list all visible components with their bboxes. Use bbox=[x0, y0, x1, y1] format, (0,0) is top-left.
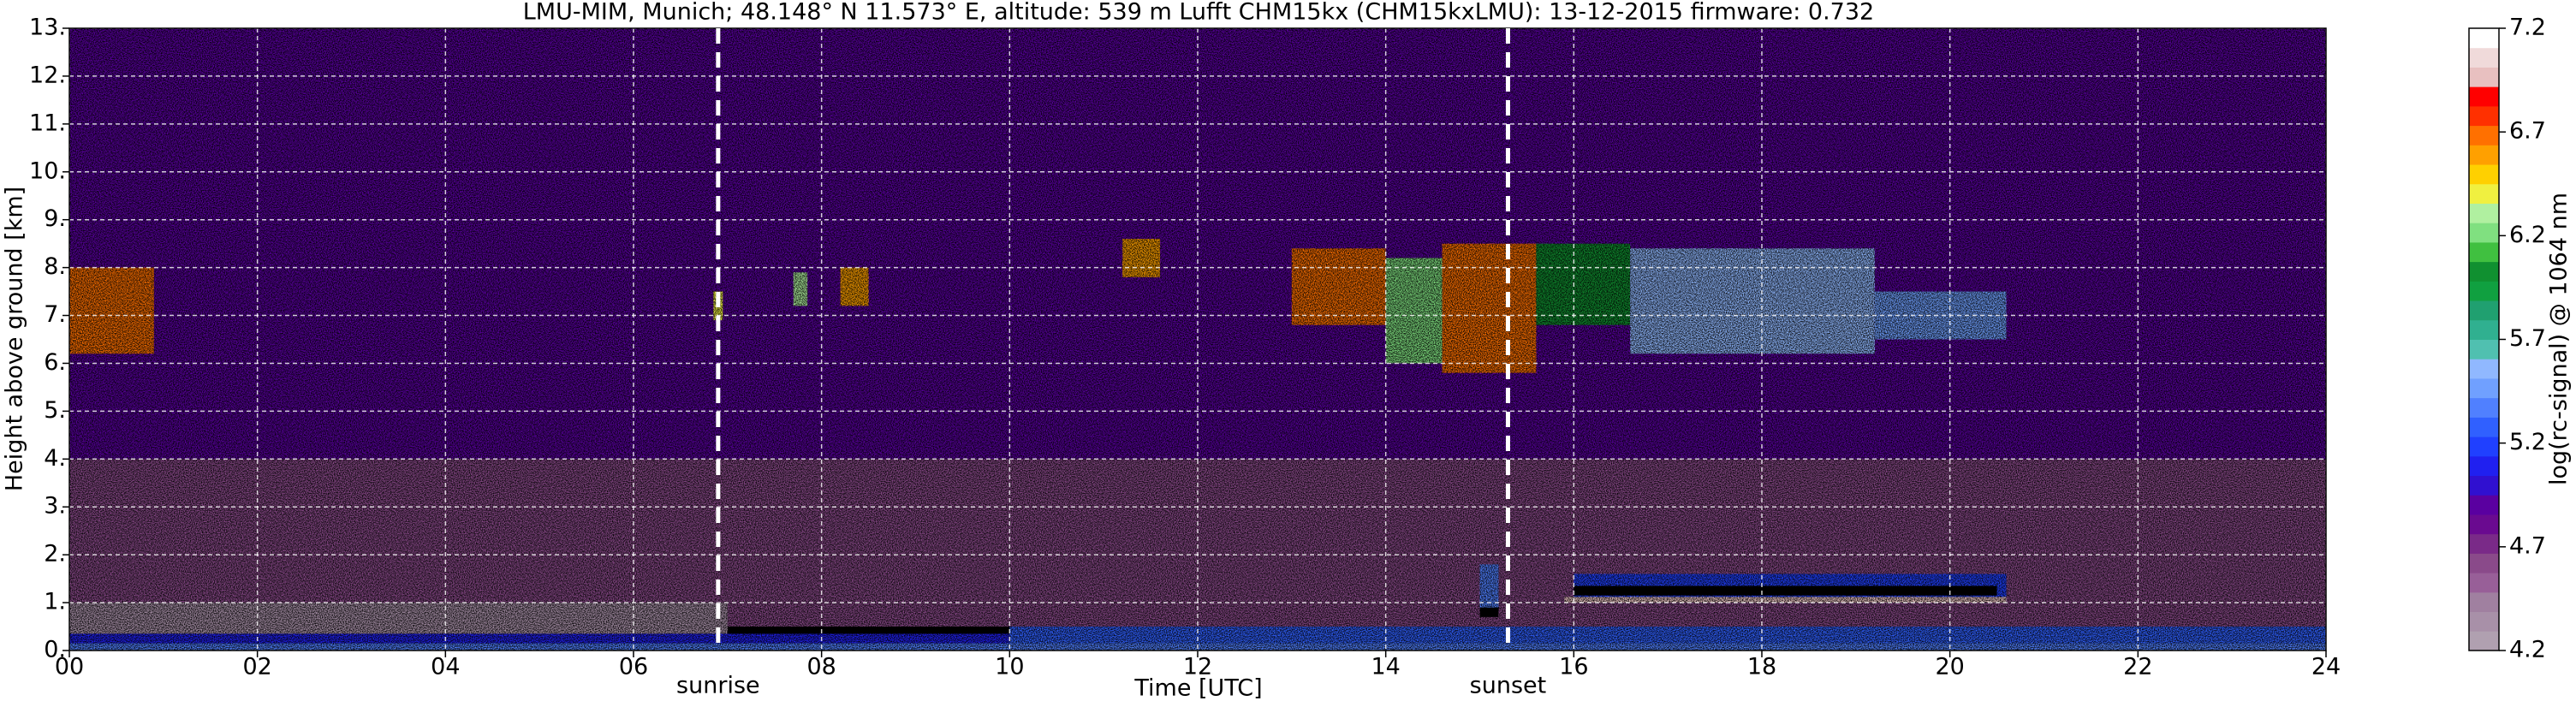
y-tick-label: 5. bbox=[44, 397, 66, 424]
signal-cell bbox=[1122, 239, 1161, 277]
x-tick-label: 24 bbox=[2311, 654, 2341, 680]
y-tick-label: 2. bbox=[44, 541, 66, 567]
y-tick-label: 11. bbox=[29, 110, 66, 136]
colorbar-tick-label: 4.7 bbox=[2509, 532, 2546, 559]
y-tick-label: 0. bbox=[44, 637, 66, 663]
cloud-base bbox=[1479, 607, 1499, 617]
y-tick-label: 8. bbox=[44, 253, 66, 280]
colorbar-segment bbox=[2469, 495, 2499, 515]
colorbar-segment bbox=[2469, 203, 2499, 223]
y-tick-label: 10. bbox=[29, 157, 66, 184]
y-tick-label: 4. bbox=[44, 445, 66, 472]
x-tick-label: 00 bbox=[55, 654, 84, 680]
plot-frame bbox=[68, 27, 2327, 651]
y-tick-label: 9. bbox=[44, 205, 66, 232]
colorbar-segment bbox=[2469, 145, 2499, 165]
colorbar-segment bbox=[2469, 437, 2499, 457]
colorbar-segment bbox=[2469, 164, 2499, 185]
colorbar-segment bbox=[2469, 67, 2499, 87]
signal-cell bbox=[1536, 243, 1631, 325]
colorbar-segment bbox=[2469, 591, 2499, 613]
x-tick-label: 02 bbox=[242, 654, 271, 680]
colorbar-tick-label: 4.2 bbox=[2509, 637, 2546, 663]
y-axis-label: Height above ground [km] bbox=[2, 187, 28, 491]
x-tick-label: 14 bbox=[1371, 654, 1400, 680]
y-tick-label: 12. bbox=[29, 62, 66, 88]
x-tick-label: 08 bbox=[806, 654, 836, 680]
x-tick-label: 22 bbox=[2123, 654, 2152, 680]
colorbar-tick-label: 6.2 bbox=[2509, 222, 2546, 248]
x-tick-label: 20 bbox=[1935, 654, 1964, 680]
colorbar-segment bbox=[2469, 377, 2499, 399]
colorbar-segment bbox=[2469, 241, 2499, 263]
signal-cell bbox=[1291, 248, 1386, 325]
colorbar-label: log(rc-signal) @ 1064 nm bbox=[2546, 193, 2573, 485]
colorbar-segment bbox=[2469, 125, 2499, 146]
x-tick-label: 16 bbox=[1559, 654, 1588, 680]
x-tick-label: 18 bbox=[1747, 654, 1776, 680]
annotation-label: sunset bbox=[1470, 673, 1547, 699]
colorbar-segment bbox=[2469, 105, 2499, 127]
colorbar-tick-label: 5.2 bbox=[2509, 429, 2546, 455]
colorbar-segment bbox=[2469, 359, 2499, 379]
colorbar-tick-label: 7.2 bbox=[2509, 15, 2546, 41]
chart-title: LMU-MIM, Munich; 48.148° N 11.573° E, al… bbox=[523, 0, 1874, 26]
x-tick-label: 12 bbox=[1183, 654, 1212, 680]
signal-cell bbox=[1442, 243, 1537, 373]
x-tick-label: 06 bbox=[619, 654, 648, 680]
colorbar-segment bbox=[2469, 417, 2499, 437]
colorbar-segment bbox=[2469, 319, 2499, 340]
colorbar-segment bbox=[2469, 631, 2499, 651]
y-tick-label: 13. bbox=[29, 15, 66, 41]
colorbar-segment bbox=[2469, 475, 2499, 496]
annotation-label: sunrise bbox=[676, 673, 760, 699]
x-tick-label: 10 bbox=[995, 654, 1024, 680]
colorbar-tick-label: 5.7 bbox=[2509, 325, 2546, 352]
y-tick-label: 6. bbox=[44, 349, 66, 376]
colorbar-segment bbox=[2469, 611, 2499, 632]
signal-cell bbox=[1385, 258, 1443, 364]
signal-cell bbox=[69, 603, 728, 634]
signal-cell bbox=[1479, 564, 1499, 613]
signal-cell bbox=[1564, 597, 2007, 603]
y-tick-label: 3. bbox=[44, 493, 66, 520]
colorbar-segment bbox=[2469, 261, 2499, 282]
x-tick-label: 04 bbox=[431, 654, 460, 680]
colorbar-segment bbox=[2469, 533, 2499, 554]
colorbar-segment bbox=[2469, 553, 2499, 573]
x-axis-label: Time [UTC] bbox=[1133, 675, 1262, 702]
colorbar-segment bbox=[2469, 47, 2499, 68]
colorbar-segment bbox=[2469, 28, 2499, 49]
signal-cell bbox=[840, 267, 869, 306]
signal-cell bbox=[1874, 291, 2007, 340]
colorbar-segment bbox=[2469, 339, 2499, 359]
colorbar-segment bbox=[2469, 514, 2499, 535]
y-tick-label: 1. bbox=[44, 589, 66, 615]
signal-cell bbox=[69, 633, 1010, 644]
colorbar-tick-label: 6.7 bbox=[2509, 118, 2546, 145]
colorbar-segment bbox=[2469, 86, 2499, 107]
signal-cell bbox=[1009, 627, 2326, 644]
colorbar-segment bbox=[2469, 397, 2499, 418]
signal-cell bbox=[727, 603, 2327, 627]
colorbar-segment bbox=[2469, 281, 2499, 301]
colorbar-segment bbox=[2469, 455, 2499, 477]
colorbar-segment bbox=[2469, 183, 2499, 204]
colorbar-segment bbox=[2469, 223, 2499, 243]
cloud-base bbox=[1574, 585, 1997, 596]
signal-cell bbox=[793, 272, 808, 306]
colorbar-segment bbox=[2469, 573, 2499, 593]
signal-cell bbox=[69, 267, 154, 354]
colorbar-segment bbox=[2469, 300, 2499, 321]
signal-cell bbox=[1630, 248, 1875, 354]
y-tick-label: 7. bbox=[44, 301, 66, 328]
